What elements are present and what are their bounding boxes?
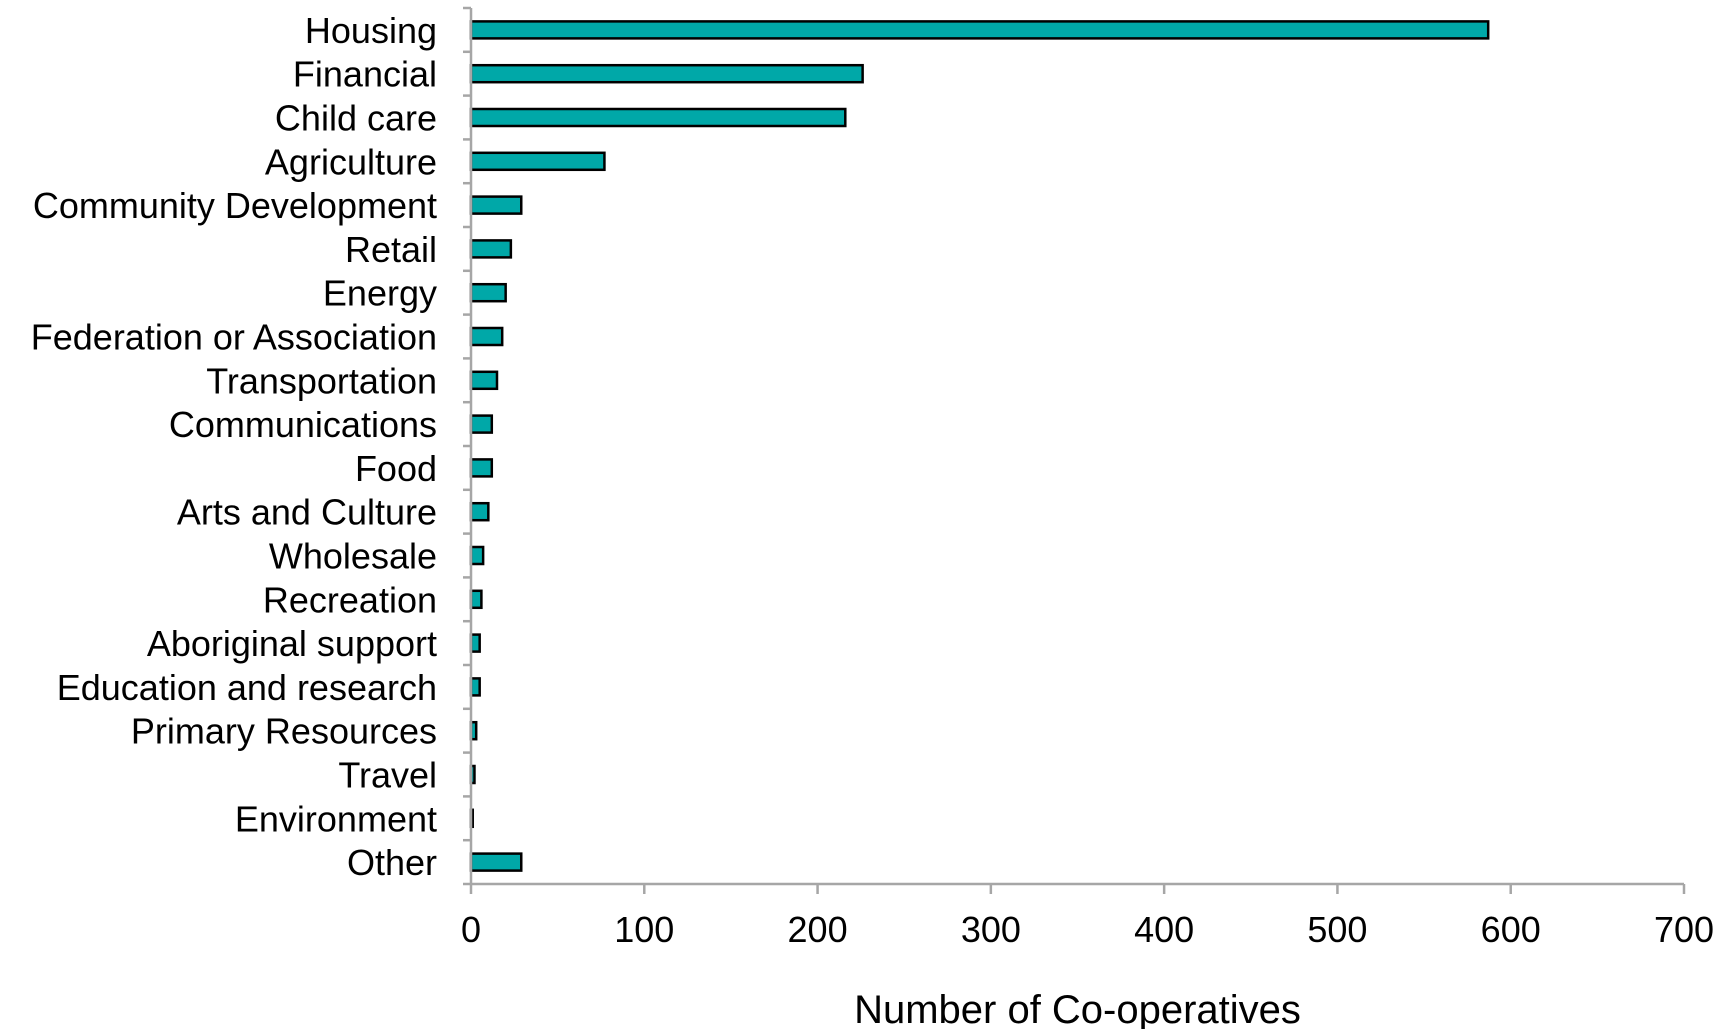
bar <box>469 151 606 172</box>
bar <box>469 282 507 303</box>
bar <box>469 852 523 872</box>
bar <box>469 458 494 478</box>
category-label: Primary Resources <box>131 711 437 752</box>
ticks-layer <box>463 6 1686 894</box>
category-label: Recreation <box>263 579 437 620</box>
axes-layer <box>469 8 1684 886</box>
category-label: Other <box>347 842 437 883</box>
category-label: Federation or Association <box>31 317 437 358</box>
bar <box>469 589 483 610</box>
bar <box>469 633 481 653</box>
category-label: Food <box>355 448 437 489</box>
category-label: Housing <box>305 10 437 51</box>
bar <box>469 239 513 259</box>
bar <box>469 326 504 347</box>
x-tick-labels: 0 100 200 300 400 500 600 700 <box>461 909 1714 950</box>
category-label: Environment <box>235 798 437 839</box>
bar <box>469 20 1490 40</box>
category-label: Community Development <box>33 185 437 226</box>
category-label: Travel <box>338 755 437 796</box>
x-tick-label: 300 <box>961 909 1021 950</box>
category-label: Financial <box>293 54 437 95</box>
x-tick-label: 700 <box>1654 909 1714 950</box>
category-label: Wholesale <box>269 536 437 577</box>
x-tick-label: 200 <box>788 909 848 950</box>
bar <box>469 501 490 522</box>
bar <box>469 414 494 434</box>
category-label: Transportation <box>206 360 437 401</box>
category-label: Retail <box>345 229 437 270</box>
bar <box>469 677 481 697</box>
bars-layer <box>469 20 1490 872</box>
category-label: Energy <box>323 273 437 314</box>
category-label: Education and research <box>57 667 437 708</box>
x-axis-title: Number of Co-operatives <box>854 988 1301 1029</box>
x-tick-label: 500 <box>1307 909 1367 950</box>
x-tick-label: 400 <box>1134 909 1194 950</box>
bar <box>469 63 864 84</box>
x-tick-label: 0 <box>461 909 481 950</box>
x-tick-label: 600 <box>1481 909 1541 950</box>
bar <box>469 545 485 566</box>
bar <box>469 370 499 391</box>
category-label: Arts and Culture <box>177 492 437 533</box>
category-label: Aboriginal support <box>147 623 437 664</box>
bar <box>469 107 847 128</box>
x-tick-label: 100 <box>614 909 674 950</box>
category-label: Agriculture <box>265 141 437 182</box>
bar <box>469 195 523 215</box>
category-label: Child care <box>275 98 437 139</box>
category-label: Communications <box>169 404 437 445</box>
